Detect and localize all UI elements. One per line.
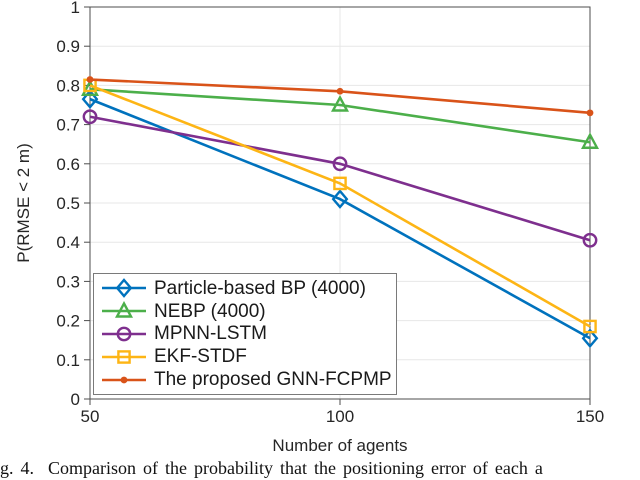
y-tick-label: 0.1 bbox=[56, 351, 80, 370]
legend-label: The proposed GNN-FCPMP bbox=[154, 369, 392, 391]
diamond-marker-icon bbox=[581, 328, 599, 349]
square-marker-icon bbox=[117, 349, 131, 364]
legend-marker-dot bbox=[102, 376, 146, 383]
x-tick-label: 150 bbox=[576, 407, 604, 426]
legend-marker-square bbox=[102, 349, 146, 364]
dot-marker-icon bbox=[586, 109, 594, 117]
legend-item: NEBP (4000) bbox=[101, 301, 394, 321]
series-line bbox=[89, 84, 591, 328]
series-2 bbox=[82, 109, 598, 248]
y-tick-label: 0.6 bbox=[56, 155, 80, 174]
series-line bbox=[89, 115, 591, 242]
legend-marker-diamond bbox=[102, 278, 146, 299]
diamond-marker-icon bbox=[331, 189, 349, 209]
series-3 bbox=[83, 78, 597, 334]
circle-marker-icon bbox=[116, 326, 132, 342]
legend-label: Particle-based BP (4000) bbox=[154, 277, 366, 299]
legend-label: NEBP (4000) bbox=[154, 300, 266, 322]
figure-caption: g. 4. Comparison of the probability that… bbox=[0, 458, 543, 478]
series-1 bbox=[80, 79, 600, 149]
y-axis-label: P(RMSE < 2 m) bbox=[14, 143, 33, 263]
legend-item: MPNN-LSTM bbox=[101, 324, 394, 344]
triangle-marker-icon bbox=[80, 79, 100, 97]
diamond-marker-icon bbox=[81, 89, 99, 109]
circle-marker-icon bbox=[582, 232, 598, 248]
x-tick-label: 50 bbox=[81, 407, 100, 426]
legend: Particle-based BP (4000) NEBP (4000) MPNN-… bbox=[93, 273, 397, 395]
legend-label: MPNN-LSTM bbox=[154, 323, 267, 345]
dot-marker-icon bbox=[86, 76, 94, 83]
x-axis-label: Number of agents bbox=[272, 436, 408, 455]
legend-marker-circle bbox=[102, 326, 146, 342]
dot-marker-icon bbox=[120, 376, 128, 383]
y-tick-label: 0.8 bbox=[56, 76, 80, 95]
legend-marker-triangle bbox=[102, 301, 146, 318]
diamond-marker-icon bbox=[115, 278, 133, 299]
y-tick-label: 0.5 bbox=[56, 194, 80, 213]
legend-item: The proposed GNN-FCPMP bbox=[101, 370, 394, 390]
circle-marker-icon bbox=[82, 109, 98, 125]
series-4 bbox=[86, 76, 594, 117]
circle-marker-icon bbox=[332, 156, 348, 172]
triangle-marker-icon bbox=[580, 132, 600, 149]
y-tick-label: 1 bbox=[71, 0, 80, 17]
x-tick-label: 100 bbox=[326, 407, 354, 426]
axes-layer: 50 100 150 0 0.1 0.2 0.3 0.4 0.5 0.6 0.7 0.8 0.9 1 bbox=[56, 0, 604, 426]
y-tick-label: 0.9 bbox=[56, 37, 80, 56]
triangle-marker-icon bbox=[114, 301, 134, 318]
square-marker-icon bbox=[583, 319, 597, 334]
legend-item: Particle-based BP (4000) bbox=[101, 277, 394, 299]
y-tick-label: 0.3 bbox=[56, 272, 80, 291]
dot-marker-icon bbox=[336, 87, 344, 95]
square-marker-icon bbox=[333, 176, 347, 191]
y-tick-label: 0 bbox=[71, 390, 80, 409]
y-tick-label: 0.2 bbox=[56, 312, 80, 331]
triangle-marker-icon bbox=[330, 94, 350, 112]
series-line bbox=[89, 88, 591, 144]
y-tick-label: 0.4 bbox=[56, 233, 80, 252]
y-tick-label: 0.7 bbox=[56, 116, 80, 135]
legend-label: EKF-STDF bbox=[154, 346, 247, 368]
legend-item: EKF-STDF bbox=[101, 347, 394, 367]
